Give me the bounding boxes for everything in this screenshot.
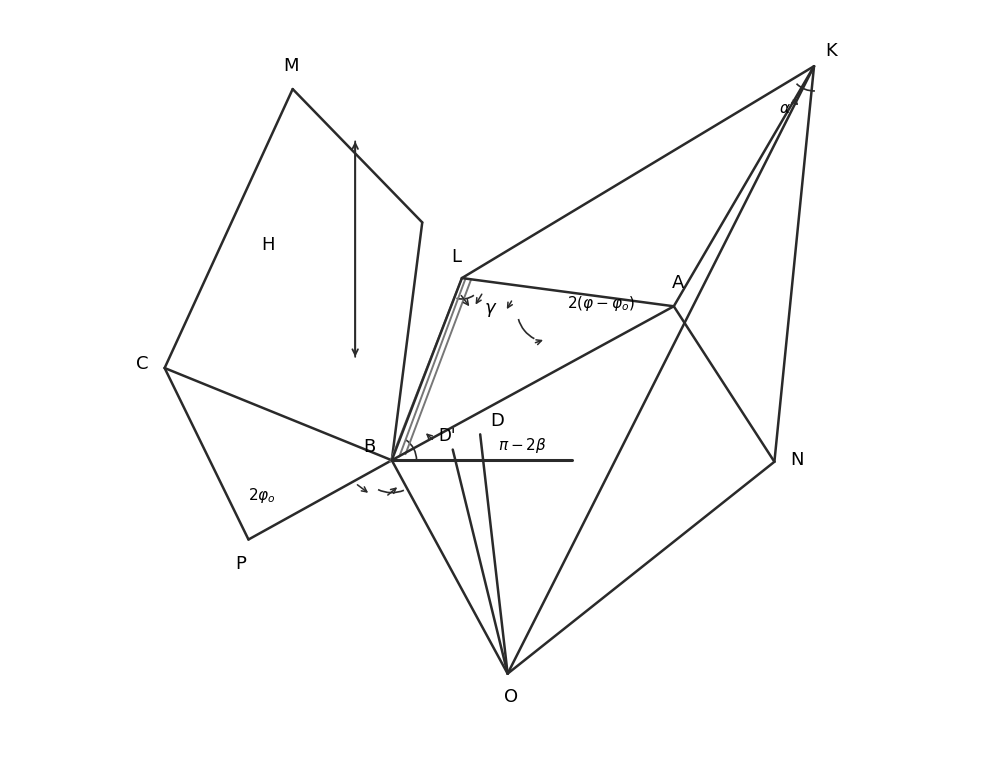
Text: C: C bbox=[136, 355, 148, 373]
Text: D': D' bbox=[438, 427, 455, 445]
Text: N: N bbox=[791, 451, 804, 469]
Text: $2(\varphi-\varphi_o)$: $2(\varphi-\varphi_o)$ bbox=[567, 295, 635, 314]
Text: H: H bbox=[261, 236, 274, 254]
Text: O: O bbox=[504, 688, 518, 705]
Text: M: M bbox=[283, 57, 299, 75]
Text: $\pi-2\beta$: $\pi-2\beta$ bbox=[498, 435, 547, 454]
Text: P: P bbox=[235, 555, 246, 573]
Text: $2\varphi_o$: $2\varphi_o$ bbox=[248, 486, 276, 505]
Text: $\alpha$: $\alpha$ bbox=[779, 101, 791, 116]
Text: B: B bbox=[363, 438, 375, 455]
Text: $\gamma$: $\gamma$ bbox=[484, 301, 498, 319]
Text: A: A bbox=[671, 275, 684, 292]
Text: L: L bbox=[451, 248, 461, 265]
Text: D: D bbox=[490, 412, 504, 430]
Text: K: K bbox=[825, 42, 837, 60]
